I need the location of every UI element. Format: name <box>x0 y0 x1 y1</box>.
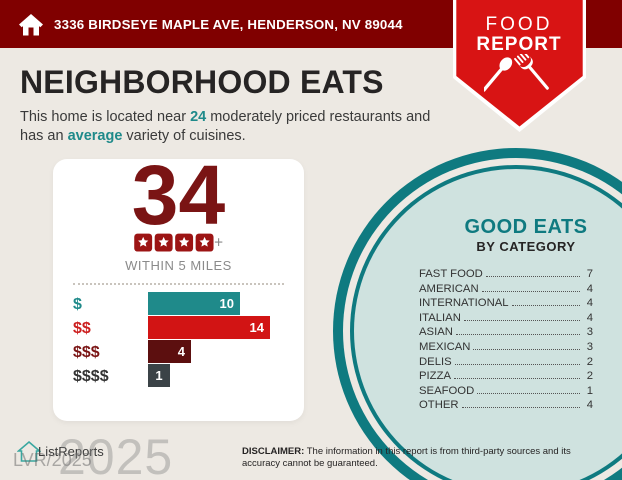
svg-text:+: + <box>214 235 223 252</box>
